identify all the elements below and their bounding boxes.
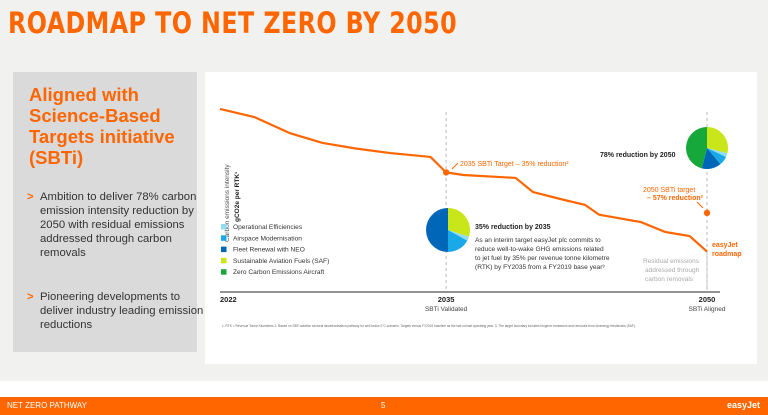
target-2050-label: – 57% reduction² [647,195,704,202]
x-tick-label: 2050 [699,295,716,304]
y-axis-unit: gCO2e per RTK¹ [234,172,241,222]
x-tick-label: 2022 [220,295,237,304]
x-tick-sublabel: SBTi Validated [425,306,468,313]
legend-swatch-saf [221,257,227,264]
legend-label: Zero Carbon Emissions Aircraft [233,269,324,276]
page-number: 5 [381,401,386,410]
legend-label: Sustainable Aviation Fuels (SAF) [233,258,329,265]
pie-slice-2050-zero_carbon [686,127,707,169]
roadmap-line [219,107,708,253]
target-2050-label: 2050 SBTi target [643,187,695,194]
divider [0,381,768,397]
legend-swatch-airspace [221,235,227,241]
legend-swatch-zero_carbon [221,269,227,275]
bullet-item: > Pioneering developments to deliver indu… [27,291,204,331]
pie-slice-2035-operational [448,230,469,241]
y-axis-label: Carbon emissions intensity [224,164,231,242]
pie-slice-2050-airspace [707,148,727,165]
residual-note: Residual emissions [643,258,700,265]
footer-bar: NET ZERO PATHWAY 5 easyJet [0,397,768,415]
pie-2035-text: to jet fuel by 35% per revenue tonne kil… [475,255,610,262]
section-name: NET ZERO PATHWAY [7,401,88,410]
target-marker-2050 [703,209,711,217]
page-title: ROADMAP TO NET ZERO BY 2050 [8,6,458,40]
target-leader-line [696,201,704,209]
chart-panel [205,72,757,364]
pie-slice-2050-operational [707,148,728,157]
easyjet-logo: easyJet [726,400,760,410]
pie-2035-text: (RTK) by FY2035 from a FY2019 base year³ [475,264,605,271]
target-2035-label: 2035 SBTi Target – 35% reduction² [460,161,569,168]
legend-label: Operational Efficiencies [233,224,303,231]
x-tick-label: 2035 [438,295,455,304]
series-label: easyJet roadmap [712,242,742,258]
target-marker-2035 [442,169,450,176]
legend-label: Airspace Modernisation [233,235,302,242]
pie-2035-text: As an interim target easyJet plc commits… [475,237,601,244]
pie-slice-2050-fleet [701,148,721,169]
pie-slice-2035-fleet [426,208,448,252]
pie-2035-title: 35% reduction by 2035 [475,224,551,231]
panel-heading: Aligned with Science-Based Targets initi… [29,84,175,168]
bullet-item: > Ambition to deliver 78% carbon emission… [27,191,197,259]
pie-slice-2035-airspace [448,230,468,252]
pie-slice-2050-saf [707,127,728,154]
chevron-right-icon: > [27,191,34,203]
pie-2035-text: reduce well-to-wake GHG emissions relate… [475,246,604,253]
x-tick-sublabel: SBTi Aligned [689,306,726,313]
residual-note: addressed through [645,267,700,274]
chevron-right-icon: > [27,291,34,303]
legend-label: Fleet Renewal with NEO [233,247,305,254]
footnote: 1. RTK = Revenue Tonne Kilometres 2. Bas… [222,324,636,328]
legend-swatch-operational [221,224,227,230]
pie-slice-2035-saf [448,208,470,237]
sbti-panel: Aligned with Science-Based Targets initi… [13,72,203,352]
target-leader-line [451,162,459,170]
residual-note: carbon removals [645,276,694,283]
pie-2050-title: 78% reduction by 2050 [600,152,676,159]
legend-swatch-fleet [221,246,227,253]
